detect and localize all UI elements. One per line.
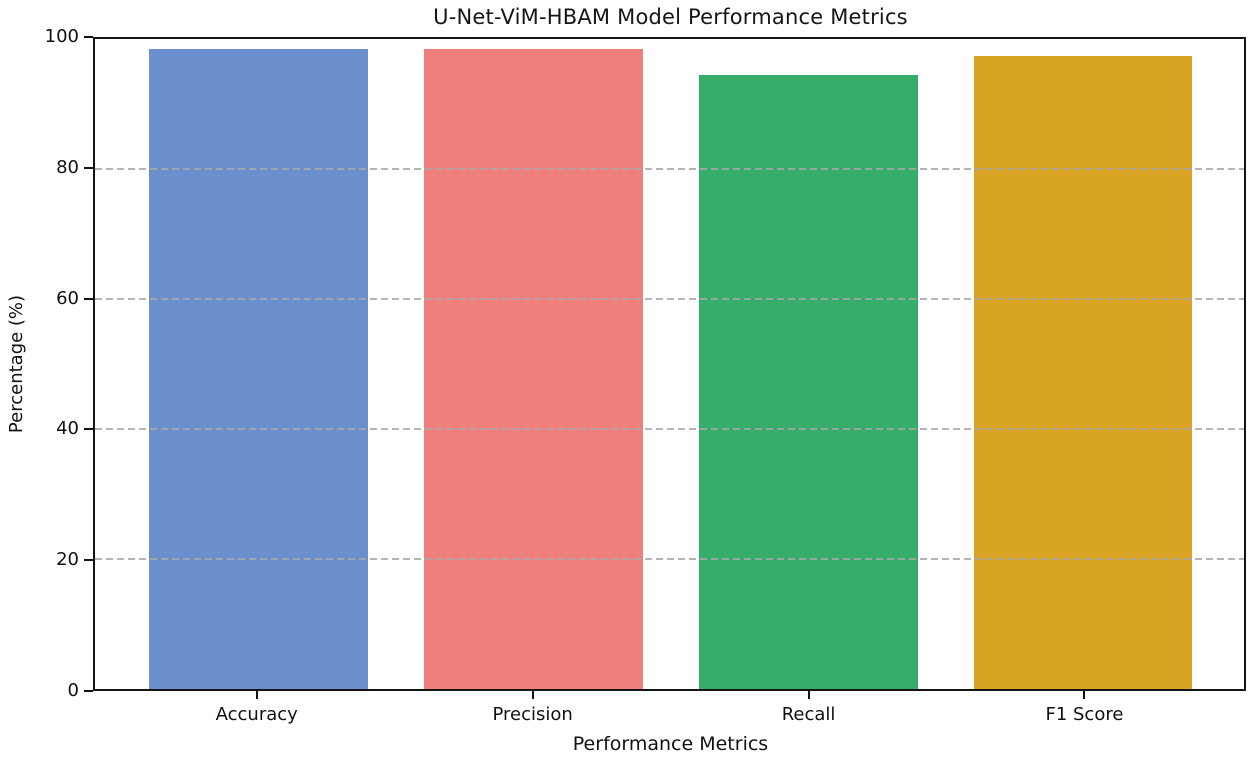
chart-title: U-Net-ViM-HBAM Model Performance Metrics	[433, 5, 908, 29]
x-tick-label: F1 Score	[1045, 704, 1124, 725]
y-tick-mark	[84, 690, 93, 692]
y-tick-label: 100	[44, 26, 79, 47]
x-tick-mark	[1083, 691, 1086, 699]
x-tick-mark	[531, 691, 534, 699]
bar-recall	[698, 75, 918, 689]
y-axis-label: Percentage (%)	[6, 294, 27, 434]
gridline	[95, 298, 1244, 300]
y-tick-label: 40	[56, 418, 79, 440]
gridline	[95, 428, 1244, 430]
x-tick-mark	[255, 691, 258, 699]
y-tick-mark	[84, 428, 93, 431]
bar-f1-score	[973, 55, 1193, 689]
y-tick-label: 80	[56, 156, 79, 178]
x-tick-label: Accuracy	[215, 704, 298, 725]
y-tick-mark	[84, 166, 93, 169]
bar-accuracy	[148, 48, 368, 689]
x-tick-mark	[807, 691, 810, 699]
y-tick-label: 0	[67, 680, 79, 701]
x-tick-label: Precision	[492, 704, 573, 725]
x-axis-label: Performance Metrics	[572, 733, 769, 755]
y-tick-mark	[84, 559, 93, 562]
gridline	[95, 558, 1244, 560]
gridline	[95, 168, 1244, 170]
y-tick-mark	[84, 36, 93, 38]
y-tick-mark	[84, 297, 93, 300]
y-tick-label: 60	[56, 287, 79, 309]
x-tick-label: Recall	[781, 704, 836, 725]
y-tick-label: 20	[56, 549, 79, 571]
plot-area	[93, 37, 1246, 691]
bar-precision	[423, 49, 643, 689]
